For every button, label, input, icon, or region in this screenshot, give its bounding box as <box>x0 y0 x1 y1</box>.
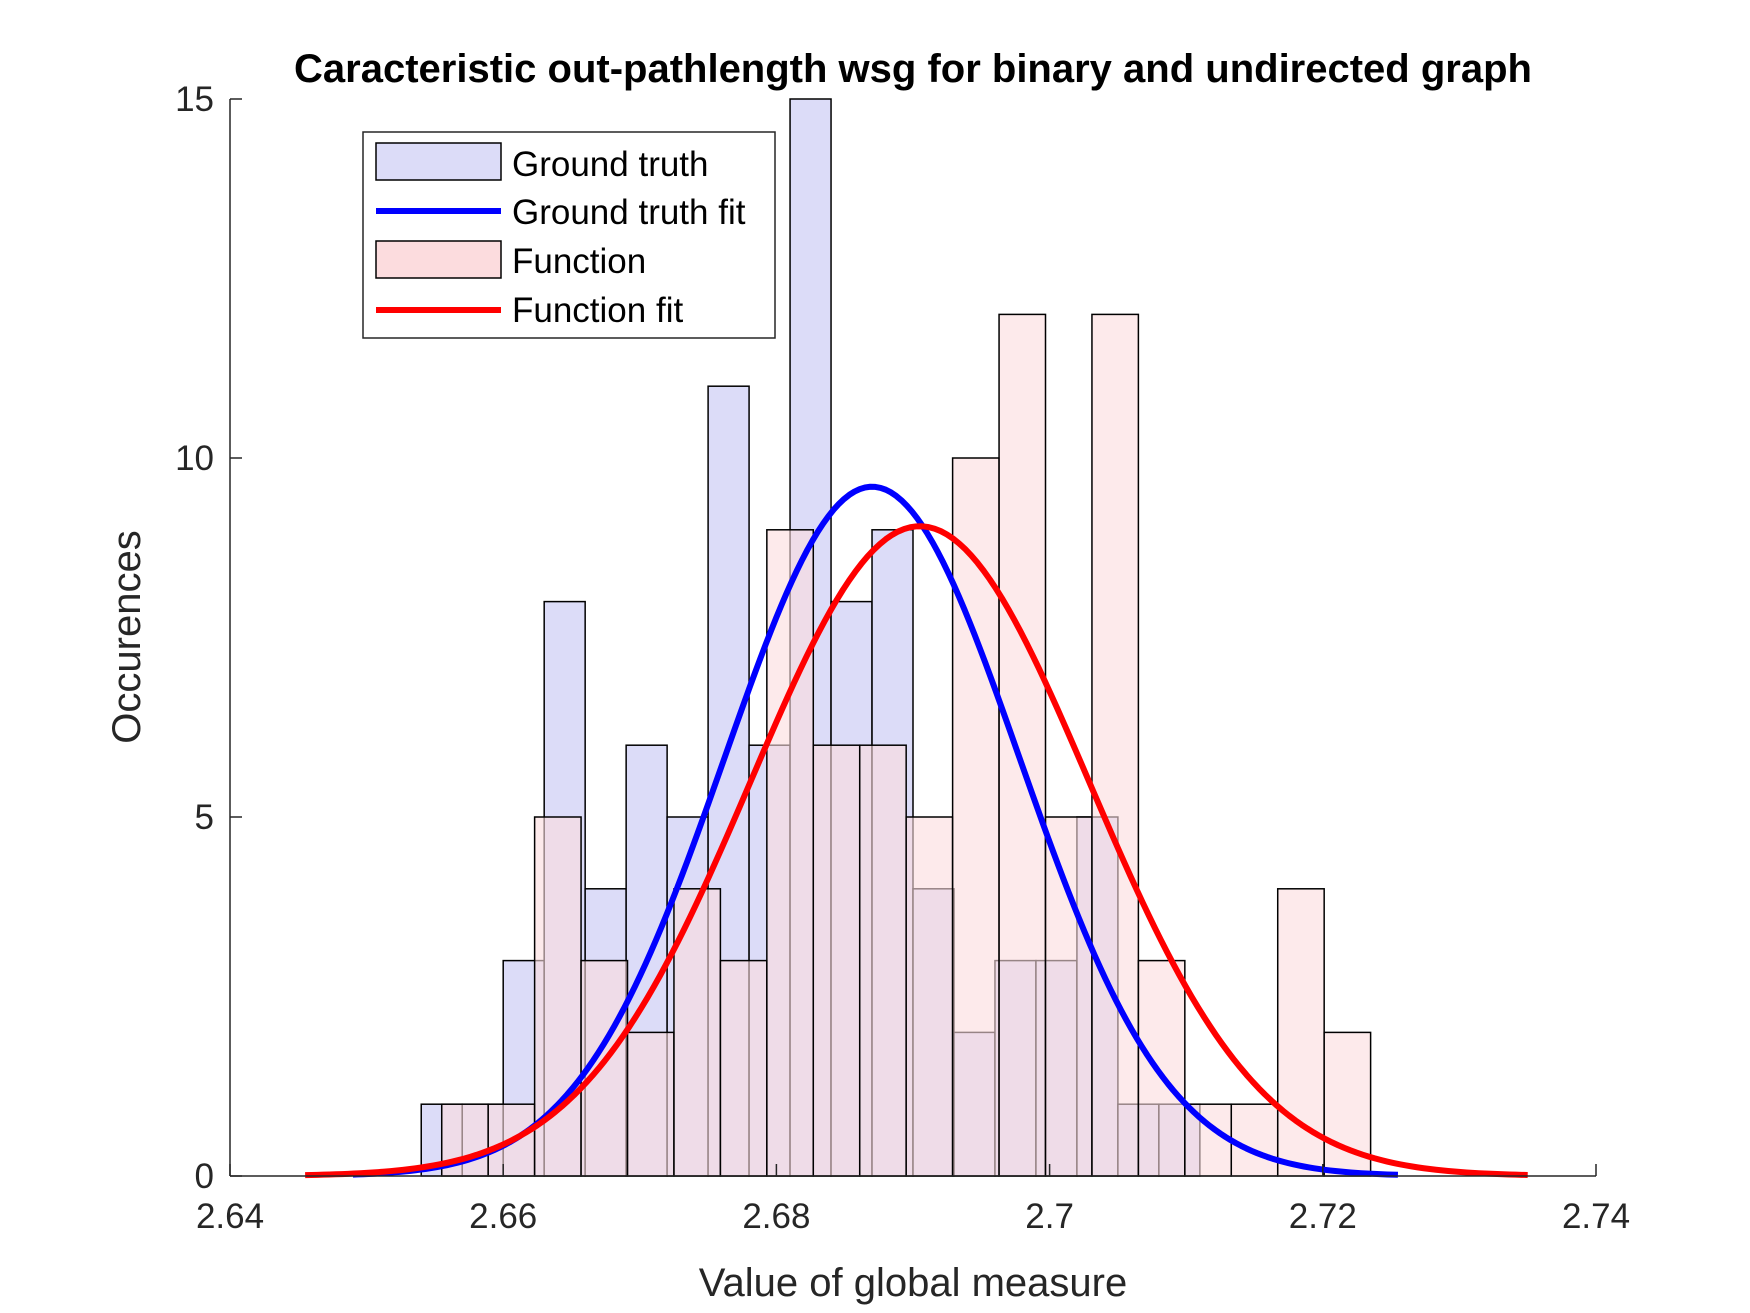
y-tick-label-1: 5 <box>195 798 214 837</box>
y-tick-label-2: 10 <box>175 439 214 478</box>
bar-function-11 <box>951 457 1000 1177</box>
bar-function-16 <box>1184 1103 1233 1177</box>
bar-function-15 <box>1137 959 1186 1177</box>
curve-function-fit <box>305 523 1528 1179</box>
bar-function-9 <box>858 744 907 1177</box>
x-tick-label-1: 2.66 <box>469 1197 537 1236</box>
y-axis-label: Occurences <box>105 530 149 743</box>
axes <box>229 99 1596 1177</box>
legend-label-function-fit: Function fit <box>512 291 683 330</box>
x-tick-label-2: 2.68 <box>742 1197 810 1236</box>
x-tick-label-0: 2.64 <box>196 1197 264 1236</box>
bar-function-6 <box>719 959 768 1177</box>
x-tick-label-5: 2.74 <box>1562 1197 1630 1236</box>
y-tick-label-3: 15 <box>175 80 214 119</box>
bar-function-12 <box>998 313 1047 1177</box>
legend: Ground truth Ground truth fit Function F… <box>362 131 776 339</box>
bar-function-10 <box>905 816 954 1177</box>
chart-title: Caracteristic out-pathlength wsg for bin… <box>294 47 1532 91</box>
plot-area <box>305 98 1528 1179</box>
bar-function-8 <box>812 744 861 1177</box>
legend-label-ground-truth: Ground truth <box>512 145 709 184</box>
bar-function-13 <box>1044 816 1093 1177</box>
bar-function-18 <box>1276 888 1325 1177</box>
y-tick-label-0: 0 <box>195 1157 214 1196</box>
x-tick-label-3: 2.7 <box>1025 1197 1074 1236</box>
legend-label-ground-truth-fit: Ground truth fit <box>512 193 746 232</box>
x-axis-label: Value of global measure <box>699 1261 1127 1305</box>
tick-marks: 2.64 2.66 2.68 2.7 2.72 2.74 0 5 10 15 <box>175 80 1630 1236</box>
x-tick-label-4: 2.72 <box>1289 1197 1357 1236</box>
legend-swatch-function <box>375 240 502 279</box>
legend-swatch-ground-truth <box>375 142 502 181</box>
bar-function-4 <box>626 1031 675 1177</box>
bar-function-17 <box>1230 1103 1279 1177</box>
legend-label-function: Function <box>512 242 646 281</box>
bar-function-14 <box>1091 313 1140 1177</box>
